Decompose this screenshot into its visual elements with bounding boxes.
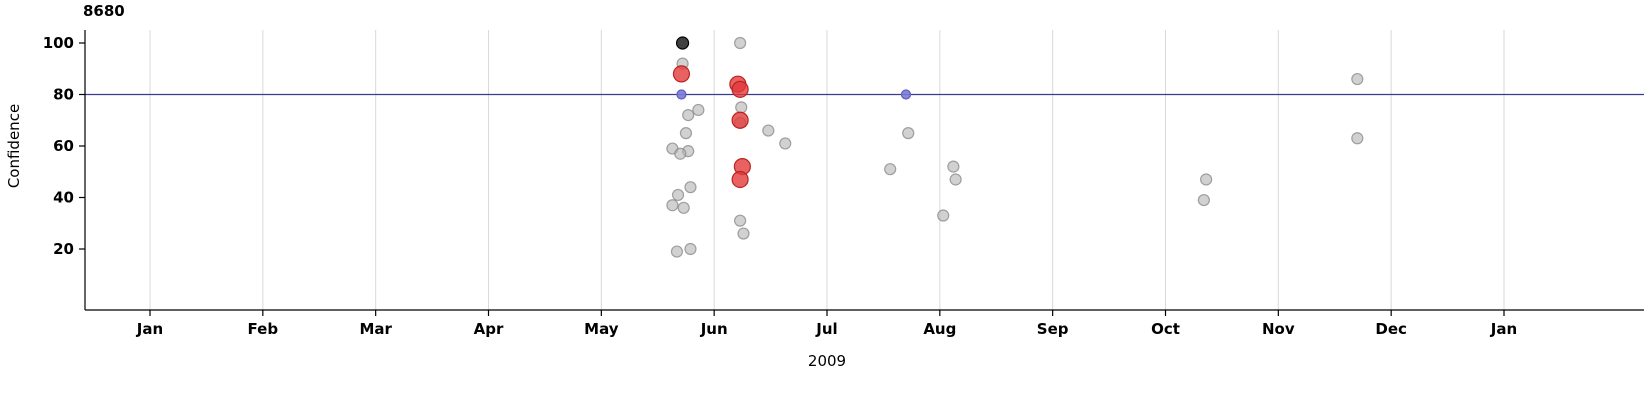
data-point-red [731, 80, 749, 98]
x-tick-label: Jan [136, 320, 163, 338]
x-tick-label: Oct [1151, 320, 1180, 338]
x-tick-label: May [584, 320, 619, 338]
data-point-gray [902, 127, 915, 140]
data-point-blue [676, 89, 687, 100]
data-point-gray [735, 101, 748, 114]
data-point-red [672, 65, 691, 83]
data-point-gray [684, 242, 697, 256]
data-point-gray [737, 227, 750, 240]
y-tick-label: 40 [53, 189, 74, 207]
data-point-gray [734, 214, 747, 227]
data-point-black [675, 36, 690, 50]
data-point-red [731, 111, 749, 129]
y-tick-label: 20 [53, 240, 74, 258]
data-point-gray [671, 188, 685, 202]
data-point-gray [734, 36, 747, 50]
data-point-gray [692, 103, 705, 117]
data-point-red [731, 170, 749, 189]
data-point-gray [779, 137, 792, 150]
x-tick-label: Apr [474, 320, 504, 338]
data-point-gray [674, 147, 687, 160]
y-tick-label: 80 [53, 86, 74, 104]
data-point-gray [937, 209, 950, 222]
data-point-gray [949, 173, 962, 186]
chart-title: 8680 [83, 2, 125, 20]
x-tick-label: Dec [1375, 320, 1407, 338]
data-point-gray [1351, 72, 1364, 86]
x-tick-label: Aug [923, 320, 956, 338]
data-point-gray [677, 201, 690, 214]
data-point-gray [679, 127, 693, 140]
data-point-gray [670, 245, 684, 258]
x-tick-label: Jan [1490, 320, 1517, 338]
data-point-gray [1351, 132, 1364, 145]
data-point-gray [947, 160, 960, 173]
y-tick-label: 60 [53, 137, 74, 155]
x-tick-label: Jun [700, 320, 728, 338]
x-tick-label: Nov [1262, 320, 1295, 338]
y-tick-label: 100 [43, 34, 74, 52]
data-point-blue [900, 89, 912, 100]
x-tick-label: Jul [815, 320, 837, 338]
data-point-gray [1197, 193, 1210, 207]
data-point-gray [884, 163, 897, 176]
x-tick-label: Feb [248, 320, 279, 338]
data-point-gray [762, 124, 775, 137]
x-tick-label: Mar [359, 320, 392, 338]
data-point-gray [682, 108, 695, 122]
x-tick-label: Sep [1037, 320, 1069, 338]
data-point-gray [666, 199, 679, 212]
data-point-gray [1200, 173, 1213, 186]
x-axis-label: 2009 [807, 352, 847, 370]
data-point-gray [684, 181, 697, 194]
